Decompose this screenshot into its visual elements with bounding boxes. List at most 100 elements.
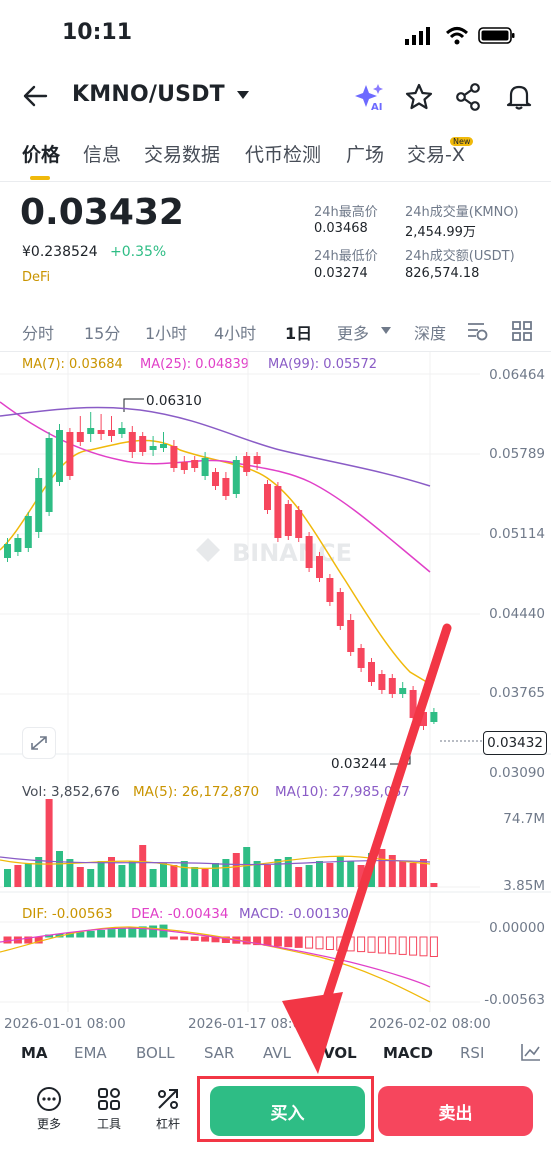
more-dots-icon — [37, 1087, 61, 1111]
vol-tick: 3.85M — [503, 878, 545, 894]
indicator-sar[interactable]: SAR — [204, 1044, 235, 1062]
tab-token-check[interactable]: 代币检测 — [245, 144, 322, 166]
back-arrow-icon[interactable] — [22, 84, 48, 108]
tab-price[interactable]: 价格 — [22, 144, 61, 166]
candle-body — [160, 444, 167, 448]
interval-1h[interactable]: 1小时 — [145, 324, 188, 343]
macd-bar — [76, 931, 85, 938]
macd-bar — [305, 936, 314, 949]
vol-tick: 74.7M — [503, 811, 545, 827]
candle-body — [378, 674, 386, 690]
indicator-settings-icon[interactable] — [520, 1042, 542, 1062]
candle-body — [170, 446, 178, 468]
candle-body — [430, 712, 438, 722]
volume-bar — [232, 853, 240, 887]
macd-bar — [409, 936, 418, 956]
candle-body — [274, 486, 282, 538]
ma25-line — [0, 401, 431, 573]
volume-bar — [139, 845, 147, 887]
tab-trade-x[interactable]: 交易-X — [407, 144, 465, 166]
watermark-text: BINANCE — [232, 539, 352, 567]
vol-ma5-legend: MA(5): 26,172,870 — [133, 784, 260, 800]
volume-bar — [97, 861, 105, 887]
indicator-ema[interactable]: EMA — [74, 1044, 107, 1062]
volume-bar — [347, 861, 355, 887]
candle-body — [201, 458, 209, 476]
macd-bar — [97, 930, 106, 938]
indicator-avl[interactable]: AVL — [263, 1044, 291, 1062]
low-label: 24h最低价 — [314, 249, 378, 264]
interval-timeline[interactable]: 分时 — [22, 324, 55, 343]
signal-icon — [405, 27, 430, 45]
tab-trade-data[interactable]: 交易数据 — [144, 144, 221, 166]
low-value: 0.03274 — [314, 266, 368, 281]
ma25-legend: MA(25): 0.04839 — [140, 357, 250, 372]
tab-info[interactable]: 信息 — [83, 144, 122, 166]
volume-bar — [253, 861, 261, 887]
leverage-icon — [158, 1089, 178, 1109]
divider — [0, 351, 551, 352]
category-tag[interactable]: DeFi — [22, 270, 51, 285]
candle-body — [388, 678, 396, 694]
star-icon[interactable] — [405, 83, 433, 111]
macd-bar — [346, 936, 355, 952]
macd-bar — [388, 936, 397, 955]
wifi-icon — [445, 27, 469, 45]
volume-bar — [295, 867, 303, 887]
time-tick: 2026-01-17 08:00 — [188, 1016, 310, 1032]
cny-price: ¥0.238524 — [22, 244, 98, 260]
candle-body — [420, 712, 427, 726]
candle-body — [232, 460, 240, 494]
bell-icon[interactable] — [505, 83, 533, 111]
indicator-vol[interactable]: VOL — [323, 1044, 357, 1062]
buy-button[interactable]: 买入 — [210, 1086, 365, 1136]
ma-lines — [0, 401, 431, 685]
interval-depth[interactable]: 深度 — [414, 324, 447, 343]
macd-tick: -0.00563 — [484, 992, 545, 1008]
candle-body — [14, 538, 22, 552]
low-leader — [390, 742, 411, 765]
share-icon[interactable] — [455, 83, 483, 111]
interval-15m[interactable]: 15分 — [84, 324, 121, 343]
volume-bar — [201, 869, 209, 887]
indicator-boll[interactable]: BOLL — [136, 1044, 175, 1062]
battery-icon — [478, 27, 515, 44]
macd-bar — [169, 936, 178, 940]
svg-text:AI: AI — [371, 102, 382, 111]
vol-quote-label: 24h成交额(USDT) — [405, 249, 515, 264]
time-tick: 2026-02-02 08:00 — [369, 1016, 491, 1032]
indicator-rsi[interactable]: RSI — [460, 1044, 485, 1062]
chart-settings-icon[interactable] — [466, 320, 490, 342]
ma99-line — [0, 406, 431, 487]
volume-bars — [0, 799, 438, 887]
sell-button[interactable]: 卖出 — [378, 1086, 533, 1136]
pair-title[interactable]: KMNO/USDT — [72, 82, 225, 107]
macd-bar — [398, 936, 407, 955]
tools-tool[interactable]: 工具 — [89, 1086, 129, 1132]
more-caret-icon[interactable] — [380, 326, 392, 335]
indicator-ma[interactable]: MA — [21, 1044, 48, 1062]
volume-bar — [180, 861, 188, 887]
volume-bar — [170, 865, 178, 887]
ai-sparkle-icon[interactable]: AI — [355, 83, 385, 111]
interval-4h[interactable]: 4小时 — [214, 324, 257, 343]
macd-bar — [325, 936, 334, 950]
layout-grid-icon[interactable] — [512, 321, 532, 341]
volume-bar — [212, 863, 219, 887]
candle-body — [35, 478, 43, 532]
more-tool[interactable]: 更多 — [29, 1086, 69, 1132]
macd-tick: 0.00000 — [489, 920, 545, 936]
interval-1d[interactable]: 1日 — [285, 324, 313, 343]
interval-more[interactable]: 更多 — [337, 324, 370, 343]
highlight-box — [197, 1076, 374, 1142]
expand-chart-button[interactable] — [22, 727, 56, 759]
caret-down-icon[interactable] — [236, 90, 250, 100]
tab-square[interactable]: 广场 — [346, 144, 385, 166]
volume-bar — [66, 859, 74, 887]
current-price-tag[interactable]: 0.03432 — [483, 731, 547, 755]
candle-body — [87, 428, 95, 434]
macd-bar — [138, 926, 147, 938]
leverage-tool[interactable]: 杠杆 — [148, 1086, 188, 1132]
low-annotation: 0.03244 — [331, 756, 387, 772]
indicator-macd[interactable]: MACD — [383, 1044, 433, 1062]
